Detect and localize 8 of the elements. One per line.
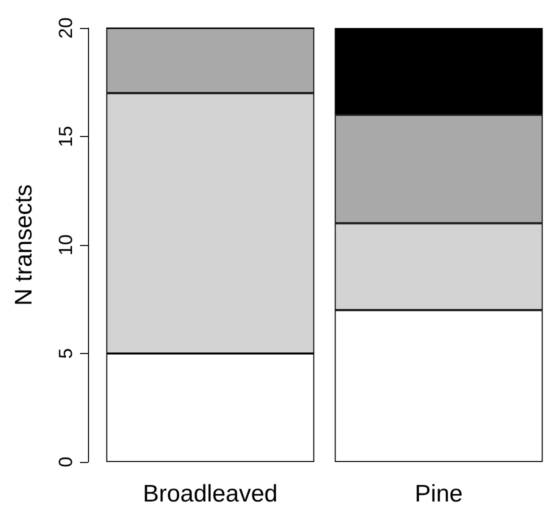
y-tick-label: 15 [56, 126, 77, 148]
y-axis-title: N transects [10, 184, 38, 306]
y-tick-label: 20 [56, 17, 77, 39]
y-tick-label: 0 [56, 456, 77, 468]
x-tick-label: Pine [414, 480, 463, 506]
x-tick-label: Broadleaved [142, 480, 278, 506]
y-tick-label: 5 [56, 348, 77, 359]
y-tick-label: 10 [56, 234, 77, 256]
